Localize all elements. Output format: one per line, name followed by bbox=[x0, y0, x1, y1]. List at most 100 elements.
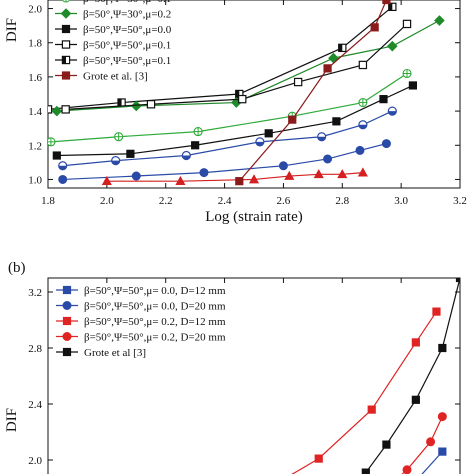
data-point bbox=[111, 156, 121, 166]
y-tick-label: 2.8 bbox=[28, 343, 42, 355]
data-point bbox=[370, 23, 379, 32]
data-point bbox=[146, 100, 156, 109]
data-point bbox=[411, 395, 420, 404]
legend-entry: β=50°,Ψ=50°,μ= 0.2, D=20 mm bbox=[56, 332, 226, 344]
data-point bbox=[193, 127, 203, 137]
data-point bbox=[61, 105, 70, 114]
data-point bbox=[455, 278, 460, 283]
data-point bbox=[52, 151, 61, 160]
data-point bbox=[314, 454, 323, 463]
y-tick-label: 2.0 bbox=[28, 4, 42, 16]
series-line bbox=[362, 278, 460, 474]
data-point bbox=[278, 161, 288, 171]
series-line bbox=[291, 311, 437, 474]
panel-b-series bbox=[291, 278, 460, 474]
y-tick-label: 1.4 bbox=[28, 106, 42, 118]
legend-label: β=50°,Ψ=50°,μ=0.1 bbox=[83, 40, 171, 52]
x-tick-label: 3.2 bbox=[453, 195, 467, 207]
data-point bbox=[288, 115, 297, 124]
x-tick-label: 2.4 bbox=[218, 195, 232, 207]
legend-label: β=50°,Ψ=50°,μ= 0.2, D=20 mm bbox=[84, 332, 226, 344]
panel-b: 2.0 2.4 2.8 3.2 β=50°,Ψ=50°,μ= 0.0, D=12 mm… bbox=[4, 260, 461, 474]
data-point bbox=[248, 174, 260, 184]
data-point bbox=[438, 343, 447, 353]
panel-a: 1.8 2.0 2.2 2.4 2.6 2.8 3.0 3.2 1.0 1.2 1.4 1.6 1.8 2… bbox=[4, 0, 467, 225]
series-line bbox=[62, 110, 393, 167]
data-point bbox=[317, 132, 327, 142]
data-point bbox=[238, 94, 247, 104]
legend-label: β=50°,Ψ=50°,μ=0.1 bbox=[83, 55, 171, 67]
legend-marker bbox=[62, 301, 72, 310]
legend-entry: β=50°,Ψ=50°,μ= 0.0, D=12 mm bbox=[56, 285, 226, 297]
panel-a-frame bbox=[47, 0, 461, 189]
panel-a-ylabel: DIF bbox=[4, 18, 20, 42]
data-point bbox=[361, 468, 370, 474]
legend-marker bbox=[61, 0, 71, 3]
data-point bbox=[313, 169, 324, 179]
data-point bbox=[199, 168, 209, 178]
data-point bbox=[432, 307, 441, 316]
data-point bbox=[51, 105, 63, 117]
data-point bbox=[434, 15, 445, 26]
data-point bbox=[48, 105, 53, 114]
data-point bbox=[175, 175, 186, 186]
panel-b-frame bbox=[47, 277, 461, 474]
data-point bbox=[387, 106, 397, 116]
data-point bbox=[402, 68, 412, 79]
x-tick-label: 2.2 bbox=[159, 195, 173, 207]
data-point bbox=[117, 98, 126, 107]
legend-entry: β=50°,Ψ=50°,μ=0.1 bbox=[55, 40, 171, 52]
data-point bbox=[367, 405, 376, 414]
data-point bbox=[408, 81, 418, 90]
data-point bbox=[284, 170, 295, 180]
panel-b-label: (b) bbox=[8, 260, 26, 276]
data-point bbox=[402, 19, 412, 29]
panel-a-ticks: 1.8 2.0 2.2 2.4 2.6 2.8 3.0 3.2 1.0 1.2 1.4 1.6 1.8 2… bbox=[28, 0, 467, 207]
data-point bbox=[130, 100, 142, 112]
data-point bbox=[426, 437, 436, 447]
data-point bbox=[387, 40, 398, 52]
data-point bbox=[48, 137, 56, 147]
data-point bbox=[402, 465, 412, 474]
legend-marker bbox=[61, 55, 71, 65]
legend-label: β=50°,Ψ=30°,μ=0.2 bbox=[83, 9, 171, 21]
y-tick-label: 2.4 bbox=[28, 399, 42, 411]
data-point bbox=[332, 117, 341, 126]
series-line bbox=[50, 72, 408, 143]
data-point bbox=[411, 338, 420, 347]
legend-marker bbox=[62, 285, 72, 295]
series-line bbox=[56, 84, 414, 157]
legend-label: β=50°,Ψ=50°,μ= 0.0, D=12 mm bbox=[84, 285, 226, 297]
legend-label: β=50°,Ψ=30°,μ=0.1 bbox=[83, 0, 171, 5]
legend-label: Grote et al. [3] bbox=[83, 71, 148, 83]
legend-label: β=50°,Ψ=50°,μ= 0.2, D=12 mm bbox=[84, 316, 226, 328]
y-tick-label: 1.6 bbox=[28, 72, 42, 84]
data-point bbox=[293, 77, 303, 87]
y-tick-label: 1.0 bbox=[28, 174, 42, 186]
legend-entry: β=50°,Ψ=30°,μ=0.1 bbox=[61, 0, 171, 5]
legend-entry: β=50°,Ψ=30°,μ=0.2 bbox=[55, 8, 171, 21]
y-tick-label: 1.8 bbox=[28, 38, 42, 50]
legend-entry: β=50°,Ψ=50°,μ= 0.0, D=20 mm bbox=[56, 301, 226, 313]
data-point bbox=[101, 175, 112, 186]
data-point bbox=[382, 0, 391, 5]
data-point bbox=[358, 97, 368, 108]
x-tick-label: 1.8 bbox=[41, 195, 55, 207]
panel-a-xlabel: Log (strain rate) bbox=[205, 209, 302, 225]
legend-label: β=50°,Ψ=50°,μ= 0.0, D=20 mm bbox=[84, 301, 226, 313]
data-point bbox=[255, 137, 265, 147]
data-point bbox=[114, 132, 124, 142]
legend-marker bbox=[61, 71, 71, 80]
data-point bbox=[357, 167, 368, 177]
data-point bbox=[328, 52, 339, 64]
legend-marker bbox=[62, 332, 72, 341]
x-tick-label: 2.0 bbox=[100, 195, 114, 207]
data-point bbox=[379, 95, 388, 104]
data-point bbox=[438, 447, 447, 456]
legend-entry: β=50°,Ψ=50°,μ=0.1 bbox=[55, 55, 171, 67]
legend-marker bbox=[62, 316, 72, 326]
data-point bbox=[58, 174, 68, 184]
y-tick-label: 3.2 bbox=[28, 287, 42, 299]
legend-marker bbox=[61, 24, 71, 34]
panel-b-ylabel: DIF bbox=[4, 408, 20, 432]
